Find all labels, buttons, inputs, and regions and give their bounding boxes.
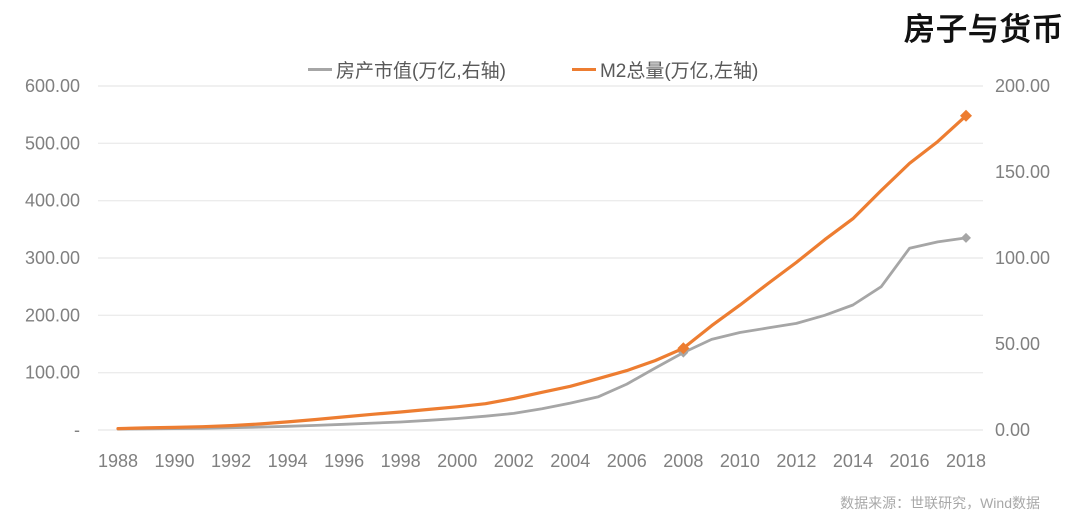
right-axis-tick-label: 150.00 (995, 162, 1050, 182)
x-axis-tick-label: 1988 (98, 451, 138, 471)
legend-label-m2: M2总量(万亿,左轴) (599, 61, 759, 82)
x-axis-tick-label: 2012 (776, 451, 816, 471)
x-axis-tick-label: 2010 (720, 451, 760, 471)
left-axis-tick-label: 600.00 (25, 76, 80, 96)
x-axis-tick-label: 2004 (550, 451, 590, 471)
left-axis-tick-label: 200.00 (25, 305, 80, 325)
left-axis-tick-label: 300.00 (25, 248, 80, 268)
left-axis-tick-label: 100.00 (25, 363, 80, 383)
property-value-line-swatch (308, 68, 332, 71)
property-value-line (116, 236, 968, 431)
left-axis-tick-label: 400.00 (25, 191, 80, 211)
legend-item-m2: M2总量(万亿,左轴) (571, 56, 759, 83)
x-axis-tick-label: 1992 (211, 451, 251, 471)
left-axis-tick-label: 500.00 (25, 133, 80, 153)
property-value-marker-2018 (961, 232, 971, 243)
right-axis-tick-label: 50.00 (995, 334, 1040, 354)
x-axis-tick-label: 2014 (833, 451, 873, 471)
right-axis-tick-label: 0.00 (995, 420, 1030, 440)
legend-label-property-value: 房产市值(万亿,右轴) (336, 61, 506, 82)
m2-marker-2018 (960, 109, 972, 122)
legend: 房产市值(万亿,右轴) M2总量(万亿,左轴) (308, 56, 758, 83)
left-axis-tick-label: - (74, 420, 80, 440)
m2-line (116, 114, 968, 431)
x-axis-tick-label: 2000 (437, 451, 477, 471)
x-axis-tick-label: 1996 (324, 451, 364, 471)
right-axis-tick-label: 100.00 (995, 248, 1050, 268)
x-axis-tick-label: 1998 (381, 451, 421, 471)
x-axis-tick-label: 1994 (268, 451, 308, 471)
x-axis-tick-label: 1990 (155, 451, 195, 471)
x-axis-tick-label: 2018 (946, 451, 986, 471)
x-axis-tick-label: 2006 (607, 451, 647, 471)
x-axis-tick-label: 2002 (494, 451, 534, 471)
x-axis-tick-label: 2016 (889, 451, 929, 471)
right-axis-tick-label: 200.00 (995, 76, 1050, 96)
data-source-note: 数据来源：世联研究，Wind数据 (840, 495, 1040, 511)
chart-title: 房子与货币 (904, 12, 1064, 47)
legend-item-property-value: 房产市值(万亿,右轴) (308, 56, 506, 83)
m2-marker-2008 (677, 342, 690, 355)
x-axis-tick-label: 2008 (663, 451, 703, 471)
m2-line-swatch (571, 68, 596, 71)
